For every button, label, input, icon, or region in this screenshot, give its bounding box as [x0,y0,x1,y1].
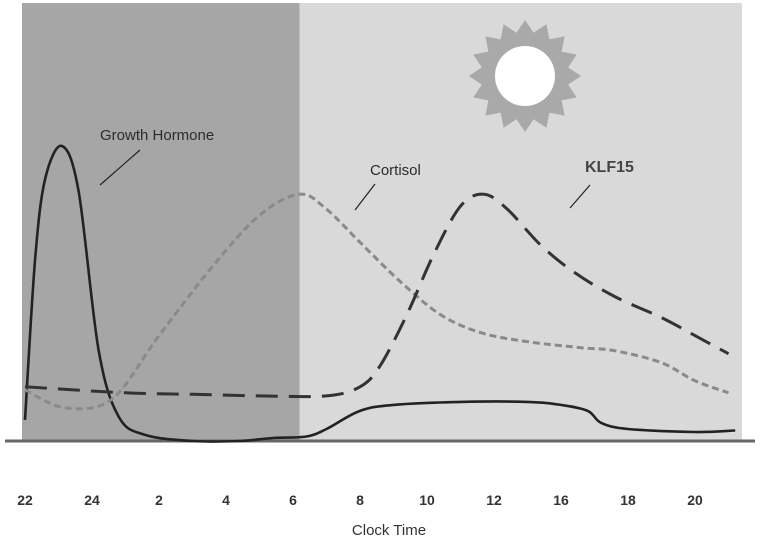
x-tick-label: 22 [17,492,33,508]
x-tick-label: 20 [687,492,703,508]
x-tick-label: 8 [356,492,364,508]
x-tick-label: 4 [222,492,230,508]
x-tick-label: 10 [419,492,435,508]
x-tick-label: 16 [553,492,569,508]
x-tick-label: 12 [486,492,502,508]
series-label-klf15: KLF15 [585,159,634,176]
leader-line-klf15 [569,184,591,209]
night-band [22,3,300,441]
series-label-cortisol: Cortisol [370,162,421,179]
series-label-growth-hormone: Growth Hormone [100,127,214,144]
x-tick-label: 2 [155,492,163,508]
x-tick-label: 18 [620,492,636,508]
series-line-growth-hormone [23,144,736,443]
x-tick-label: 6 [289,492,297,508]
x-tick-label: 24 [84,492,100,508]
x-axis-label: Clock Time [352,522,426,539]
series-line-klf15 [24,192,730,399]
leader-line-cortisol [354,183,376,211]
series-line-cortisol [24,192,730,411]
sun-icon [469,20,581,132]
leader-line-growth-hormone [99,149,141,186]
